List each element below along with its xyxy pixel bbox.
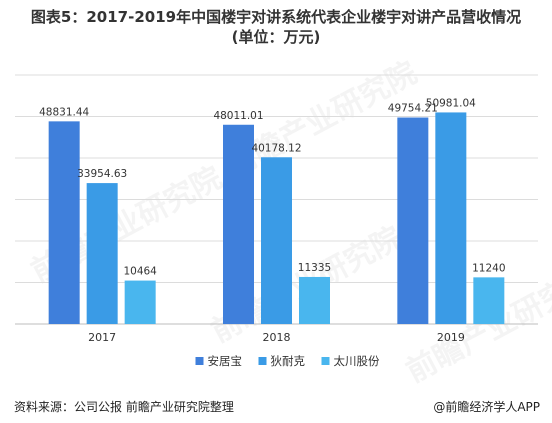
data-label: 48831.44 [39, 106, 89, 118]
bar [223, 124, 254, 325]
bar [299, 276, 330, 324]
credit-note: @前瞻经济学人APP [433, 400, 540, 414]
bar [397, 117, 429, 325]
data-label: 50981.04 [426, 97, 476, 109]
data-label: 49754.21 [388, 103, 438, 115]
x-tick-label: 2019 [437, 331, 465, 344]
x-tick-label: 2018 [263, 331, 291, 344]
x-tick-label: 2017 [88, 331, 116, 344]
bar [124, 280, 156, 324]
legend-label: 太川股份 [334, 354, 380, 368]
source-note: 资料来源：公司公报 前瞻产业研究院整理 [14, 400, 234, 414]
data-label: 40178.12 [251, 142, 301, 154]
legend-label: 狄耐克 [271, 354, 306, 368]
legend-swatch [258, 357, 267, 365]
bar [86, 183, 118, 324]
data-label: 33954.63 [77, 168, 127, 180]
data-label: 11240 [472, 262, 505, 274]
chart-subtitle: (单位：万元) [231, 28, 321, 46]
legend-label: 安居宝 [208, 354, 243, 368]
bar [435, 112, 467, 324]
legend-swatch [195, 357, 204, 365]
data-label: 48011.01 [213, 110, 263, 122]
data-label: 10464 [123, 266, 157, 278]
legend-swatch [321, 357, 330, 365]
bar [261, 157, 292, 324]
bar [48, 121, 80, 325]
data-label: 11335 [298, 262, 331, 274]
bar [473, 277, 505, 324]
chart-title: 图表5：2017-2019年中国楼宇对讲系统代表企业楼宇对讲产品营收情况 [30, 8, 522, 26]
